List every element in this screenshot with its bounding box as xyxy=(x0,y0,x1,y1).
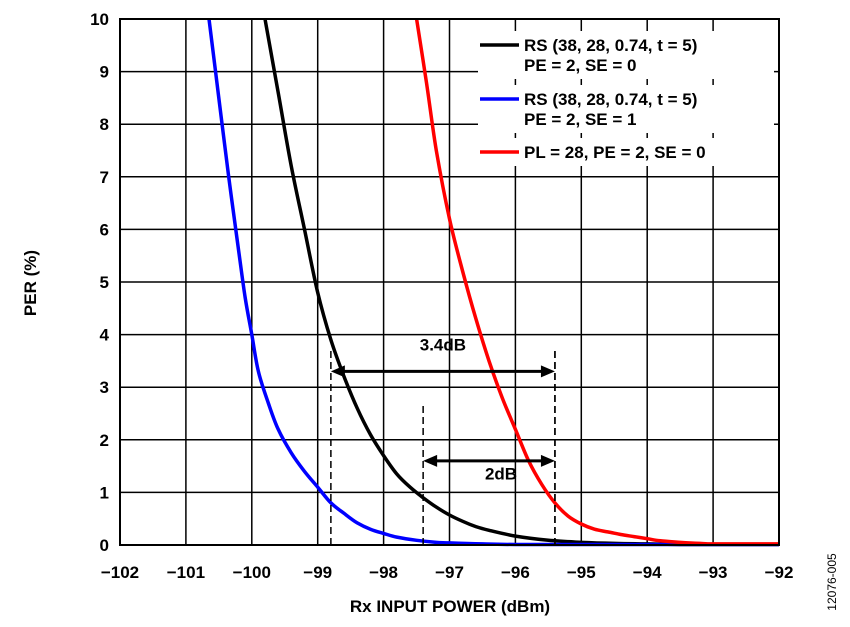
y-tick-label: 10 xyxy=(90,10,109,29)
y-tick-label: 6 xyxy=(100,220,109,239)
annotation-arrowhead-left xyxy=(423,454,438,467)
y-tick-label: 3 xyxy=(100,378,109,397)
legend-entry-background xyxy=(478,138,774,166)
x-tick-label: −99 xyxy=(303,563,332,582)
legend-entry-background xyxy=(478,85,774,133)
x-tick-label: −100 xyxy=(233,563,271,582)
legend-label: PE = 2, SE = 1 xyxy=(524,110,636,129)
y-tick-label: 4 xyxy=(100,326,110,345)
x-axis-title: Rx INPUT POWER (dBm) xyxy=(350,597,550,616)
series-line-pl xyxy=(414,18,779,546)
legend-entry-background xyxy=(478,31,774,79)
legend-entry-pl: PL = 28, PE = 2, SE = 0 xyxy=(478,138,774,166)
annotation-label: 3.4dB xyxy=(420,335,466,354)
annotation-arrowhead-right xyxy=(540,454,555,467)
legend-label: RS (38, 28, 0.74, t = 5) xyxy=(524,36,697,55)
annotations: 3.4dB 2dB xyxy=(330,335,556,545)
legend-label: RS (38, 28, 0.74, t = 5) xyxy=(524,90,697,109)
annotation-arrowhead-right xyxy=(540,365,555,378)
legend-entry-rs-se0: RS (38, 28, 0.74, t = 5)PE = 2, SE = 0 xyxy=(478,31,774,79)
x-tick-labels: −102 −101 −100 −99 −98 −97 −96 −95 −94 −93 −92 xyxy=(101,563,794,582)
x-tick-label: −92 xyxy=(765,563,794,582)
figure-id: 12076-005 xyxy=(825,553,839,611)
x-tick-label: −102 xyxy=(101,563,139,582)
y-tick-label: 2 xyxy=(100,431,109,450)
x-tick-label: −96 xyxy=(501,563,530,582)
x-tick-label: −94 xyxy=(633,563,662,582)
y-tick-label: 8 xyxy=(100,115,109,134)
x-tick-label: −101 xyxy=(167,563,205,582)
y-tick-label: 7 xyxy=(100,168,109,187)
y-tick-label: 0 xyxy=(100,536,109,555)
plot-frame xyxy=(119,18,780,546)
x-tick-label: −93 xyxy=(699,563,728,582)
x-tick-label: −95 xyxy=(567,563,596,582)
annotation-3-4db: 3.4dB xyxy=(330,335,556,545)
annotation-arrowhead-left xyxy=(330,365,345,378)
y-tick-labels: 0 1 2 3 4 5 6 7 8 9 10 xyxy=(90,10,109,555)
y-axis-title: PER (%) xyxy=(21,250,40,316)
annotation-label: 2dB xyxy=(485,464,517,483)
y-tick-label: 1 xyxy=(100,483,109,502)
legend-entry-rs-se1: RS (38, 28, 0.74, t = 5)PE = 2, SE = 1 xyxy=(478,85,774,133)
legend-label: PL = 28, PE = 2, SE = 0 xyxy=(524,143,706,162)
annotation-2db: 2dB xyxy=(422,350,556,545)
legend: RS (38, 28, 0.74, t = 5)PE = 2, SE = 0RS… xyxy=(478,31,774,166)
y-tick-label: 9 xyxy=(100,63,109,82)
x-tick-label: −97 xyxy=(435,563,464,582)
y-tick-label: 5 xyxy=(100,273,109,292)
x-tick-label: −98 xyxy=(369,563,398,582)
legend-label: PE = 2, SE = 0 xyxy=(524,56,636,75)
